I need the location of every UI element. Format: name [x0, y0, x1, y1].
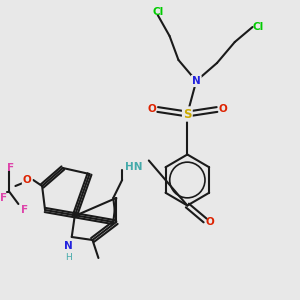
- Text: Cl: Cl: [253, 22, 264, 32]
- Text: Cl: Cl: [152, 7, 163, 17]
- Text: N: N: [192, 76, 201, 86]
- Text: O: O: [219, 104, 227, 115]
- Text: O: O: [23, 175, 32, 185]
- Text: O: O: [147, 104, 156, 115]
- Text: H: H: [65, 254, 72, 262]
- Text: S: S: [183, 107, 192, 121]
- Text: F: F: [8, 163, 14, 173]
- Text: O: O: [205, 217, 214, 227]
- Text: HN: HN: [125, 161, 143, 172]
- Text: F: F: [21, 205, 28, 215]
- Text: F: F: [0, 193, 7, 203]
- Text: N: N: [64, 241, 73, 251]
